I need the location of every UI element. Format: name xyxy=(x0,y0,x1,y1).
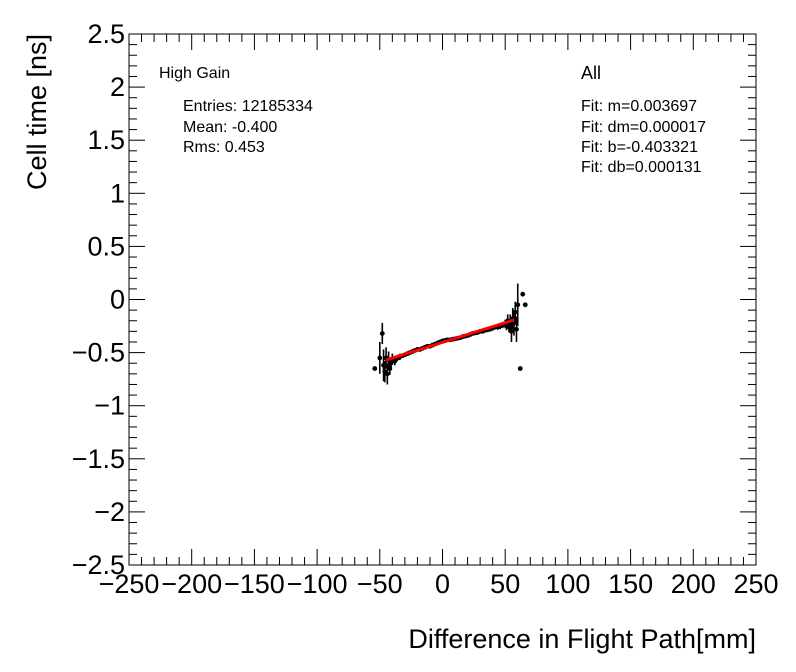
axis-ticks xyxy=(128,33,757,566)
x-axis-label: Difference in Flight Path[mm] xyxy=(408,624,756,654)
x-tick-label: −50 xyxy=(357,569,403,599)
data-points xyxy=(372,291,528,377)
y-tick-label: 2 xyxy=(110,72,125,102)
x-tick-label: −100 xyxy=(287,569,348,599)
fit-line xyxy=(385,318,515,362)
x-tick-label: 200 xyxy=(671,569,716,599)
data-point xyxy=(379,331,385,336)
fit-dm-text: Fit: dm=0.000017 xyxy=(581,119,706,136)
y-tick-label: −2.5 xyxy=(72,550,125,580)
y-tick-label: 1.5 xyxy=(87,125,125,155)
y-tick-label: 0 xyxy=(110,285,125,315)
data-point xyxy=(388,360,394,366)
x-tick-labels: −250 −200 −150 −100 −50 0 50 100 150 200 250 xyxy=(99,569,779,599)
x-tick-label: 150 xyxy=(608,569,653,599)
fit-m-text: Fit: m=0.003697 xyxy=(581,98,698,115)
y-tick-label: 2.5 xyxy=(87,19,125,49)
gain-label: High Gain xyxy=(159,65,231,82)
y-tick-label: −2 xyxy=(94,497,125,527)
data-point xyxy=(522,302,528,308)
y-tick-label: −0.5 xyxy=(72,338,125,368)
x-tick-label: 100 xyxy=(545,569,590,599)
error-bars xyxy=(378,283,519,385)
y-axis-label: Cell time [ns] xyxy=(22,34,52,190)
y-tick-label: 1 xyxy=(110,178,125,208)
x-tick-label: −150 xyxy=(224,569,285,599)
rms-text: Rms: 0.453 xyxy=(183,139,265,156)
y-tick-label: −1.5 xyxy=(72,444,125,474)
y-tick-label: −1 xyxy=(94,391,125,421)
data-point xyxy=(509,328,514,334)
data-point xyxy=(517,366,523,371)
x-tick-label: 250 xyxy=(733,569,778,599)
mean-text: Mean: -0.400 xyxy=(183,119,278,136)
entries-text: Entries: 12185334 xyxy=(183,98,313,115)
x-tick-label: −200 xyxy=(161,569,222,599)
data-point xyxy=(506,324,512,330)
data-point xyxy=(512,309,518,315)
x-tick-label: 50 xyxy=(490,569,520,599)
x-tick-label: −250 xyxy=(99,569,160,599)
data-point xyxy=(514,326,519,332)
data-point xyxy=(377,355,383,361)
x-tick-label: 0 xyxy=(435,569,450,599)
fit-layer xyxy=(385,318,515,362)
data-point xyxy=(372,366,378,371)
data-point xyxy=(381,362,386,368)
data-point xyxy=(520,291,526,297)
fit-db-text: Fit: db=0.000131 xyxy=(581,159,702,176)
fit-b-text: Fit: b=-0.403321 xyxy=(581,139,698,156)
data-point xyxy=(387,366,393,371)
y-tick-labels: −2.5 −2 −1.5 −1 −0.5 0 0.5 1 1.5 2 2.5 xyxy=(72,19,125,580)
all-label: All xyxy=(581,63,602,83)
data-point xyxy=(515,302,521,308)
y-tick-label: 0.5 xyxy=(87,231,125,261)
data-point xyxy=(384,371,390,377)
